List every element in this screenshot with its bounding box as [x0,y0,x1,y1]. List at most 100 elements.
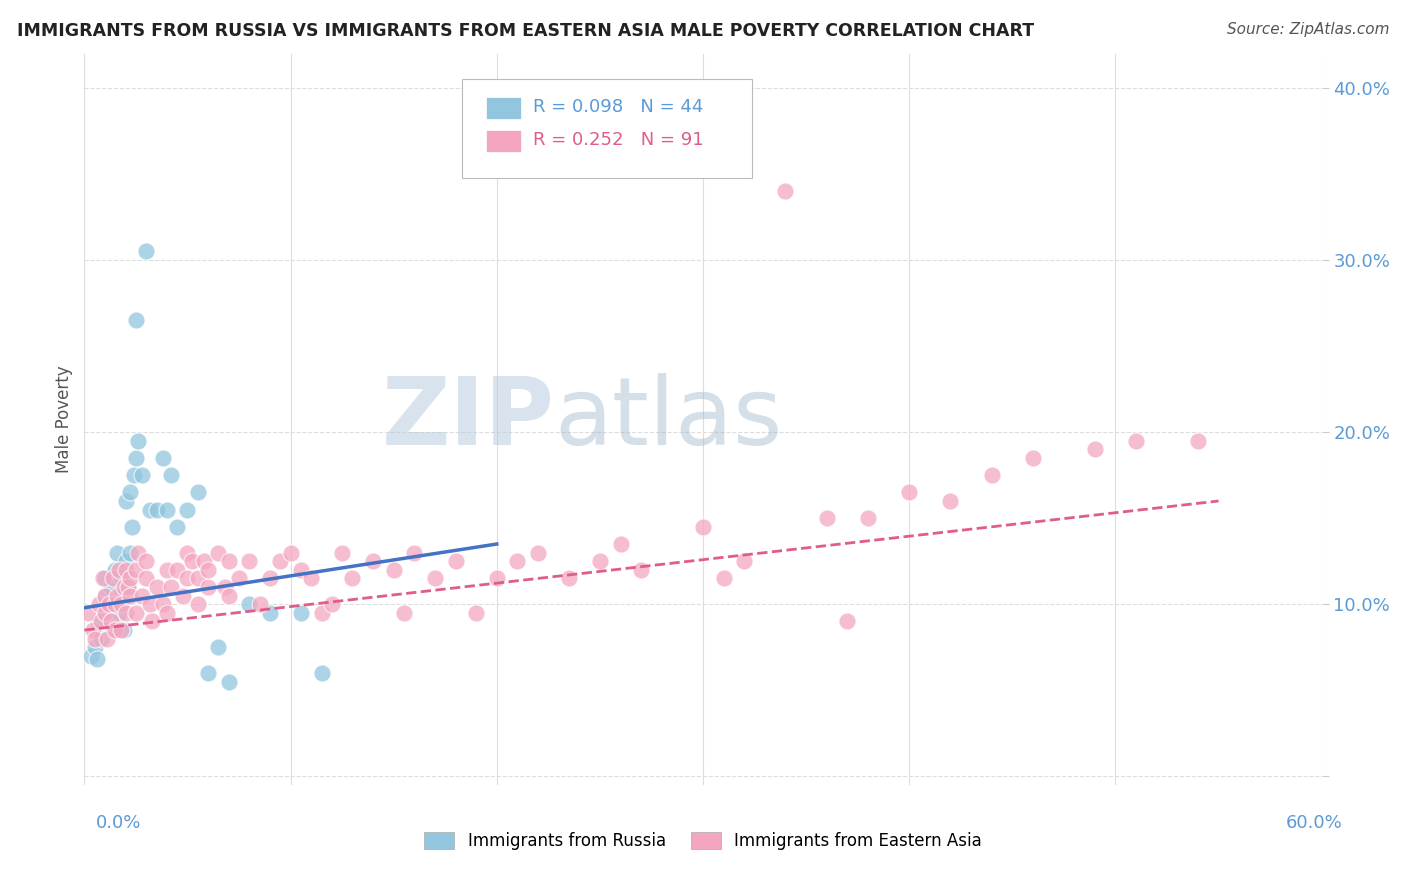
Point [121,520,143,534]
Text: 0.0%: 0.0% [96,814,141,831]
Point [259,571,281,585]
Point [104,623,127,637]
Point [156,606,179,620]
Point [135,554,157,568]
Point [176,546,198,560]
Point [86,652,108,666]
Point [485,571,508,585]
Text: IMMIGRANTS FROM RUSSIA VS IMMIGRANTS FROM EASTERN ASIA MALE POVERTY CORRELATION : IMMIGRANTS FROM RUSSIA VS IMMIGRANTS FRO… [17,22,1033,40]
Point [423,571,446,585]
Point [145,580,167,594]
Point [117,580,139,594]
Point [856,511,879,525]
Point [160,580,183,594]
Point [609,537,631,551]
Point [558,571,581,585]
Point [103,623,125,637]
Point [290,606,312,620]
Point [125,606,148,620]
Point [238,554,260,568]
Point [91,571,114,585]
Point [77,606,100,620]
Point [104,563,127,577]
Point [207,546,229,560]
Point [79,648,101,663]
Point [1187,434,1209,448]
Point [527,546,550,560]
Point [311,666,333,681]
Point [713,571,735,585]
Point [127,546,149,560]
Point [112,580,135,594]
Point [342,571,364,585]
Point [837,615,859,629]
Point [197,580,219,594]
Point [361,554,384,568]
Point [207,640,229,655]
Point [98,597,121,611]
Point [156,563,179,577]
Point [692,520,714,534]
Point [141,615,163,629]
Point [110,597,132,611]
Point [444,554,467,568]
Y-axis label: Male Poverty: Male Poverty [55,366,73,473]
Point [321,597,343,611]
Bar [486,130,522,153]
Point [898,485,921,500]
Point [145,502,167,516]
Point [939,494,962,508]
Point [118,546,141,560]
Point [98,606,121,620]
Text: atlas: atlas [554,373,783,466]
Point [506,554,529,568]
Point [166,563,188,577]
Point [218,674,240,689]
Point [187,597,209,611]
Point [118,589,141,603]
Point [127,434,149,448]
Point [94,589,117,603]
Point [299,571,322,585]
Text: 60.0%: 60.0% [1286,814,1343,831]
Point [218,554,240,568]
Point [112,623,135,637]
Point [465,606,488,620]
Point [87,615,110,629]
Point [110,623,132,637]
Point [172,589,194,603]
Point [114,494,136,508]
Point [125,313,148,327]
Point [104,597,127,611]
Point [775,184,797,198]
Point [404,546,426,560]
Point [280,546,302,560]
Point [139,502,162,516]
Point [166,520,188,534]
Text: ZIP: ZIP [381,373,554,466]
Point [139,597,162,611]
Point [238,597,260,611]
Bar [486,97,522,120]
Point [733,554,755,568]
Point [249,597,271,611]
Point [1125,434,1147,448]
Point [187,485,209,500]
Point [118,485,141,500]
Point [105,546,128,560]
Point [176,502,198,516]
Point [630,563,652,577]
Point [94,589,117,603]
Text: R = 0.098   N = 44: R = 0.098 N = 44 [533,98,704,116]
Point [589,554,612,568]
Point [114,606,136,620]
Point [156,502,179,516]
Point [100,580,122,594]
Text: R = 0.252   N = 91: R = 0.252 N = 91 [533,131,704,149]
Point [382,563,405,577]
Point [90,632,112,646]
Point [135,244,157,259]
Point [105,589,128,603]
Point [83,632,105,646]
FancyBboxPatch shape [461,79,752,178]
